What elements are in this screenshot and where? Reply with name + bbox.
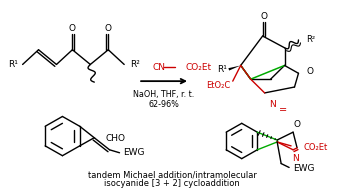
Text: N: N [269, 100, 276, 109]
Text: isocyanide [3 + 2] cycloaddition: isocyanide [3 + 2] cycloaddition [104, 179, 240, 188]
Text: O: O [307, 67, 313, 76]
Text: CHO: CHO [106, 134, 126, 143]
Polygon shape [228, 65, 241, 70]
Text: R²: R² [307, 35, 315, 44]
Text: tandem Michael addition/intramolecular: tandem Michael addition/intramolecular [88, 171, 256, 180]
Text: O: O [69, 24, 76, 33]
Text: NaOH, THF, r. t.: NaOH, THF, r. t. [133, 90, 195, 99]
Text: N: N [292, 154, 299, 163]
Text: R¹: R¹ [8, 60, 18, 69]
Text: R²: R² [130, 60, 140, 69]
Text: =: = [279, 106, 287, 116]
Text: CN: CN [152, 63, 165, 72]
Text: CO₂Et: CO₂Et [303, 143, 327, 152]
Text: O: O [293, 120, 301, 129]
Text: EWG: EWG [123, 148, 145, 157]
Text: CO₂Et: CO₂Et [186, 63, 212, 72]
Text: R¹: R¹ [217, 65, 227, 74]
Text: 62-96%: 62-96% [149, 100, 180, 109]
Text: O: O [260, 12, 267, 21]
Text: O: O [105, 24, 112, 33]
Text: EWG: EWG [293, 164, 315, 173]
Text: EtO₂C: EtO₂C [206, 81, 231, 90]
